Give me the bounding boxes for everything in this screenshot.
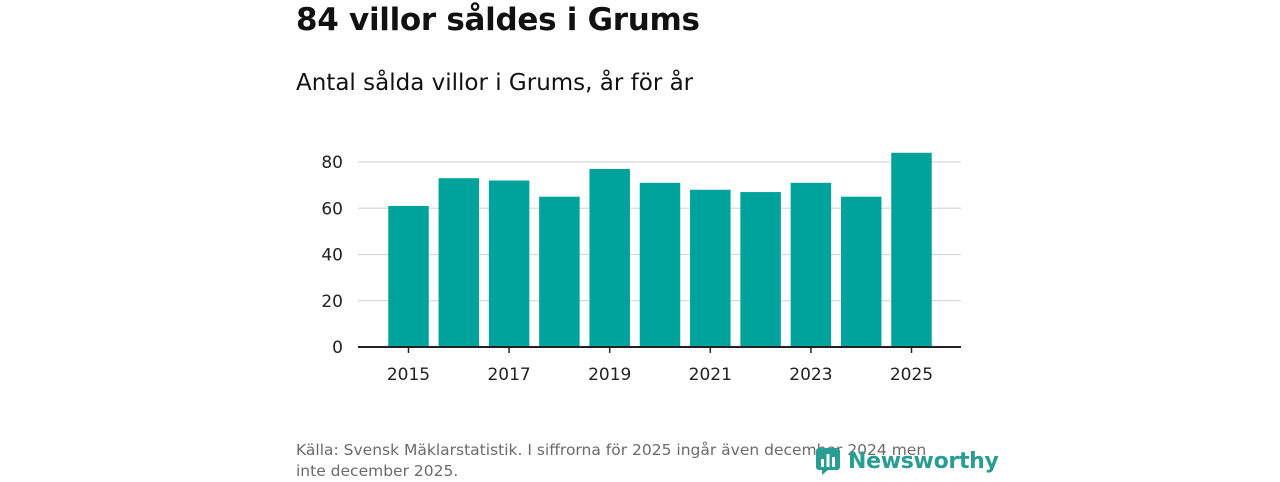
bar-2016	[438, 178, 480, 347]
x-tick-label: 2023	[789, 365, 832, 385]
bar-chart: 0 20 40 60 80 2015 2017 2019 2021 2023 2025	[321, 152, 961, 385]
bar-2025	[891, 152, 932, 347]
bar-2017	[488, 180, 530, 347]
y-tick-label: 60	[321, 199, 343, 219]
bar-2015	[388, 205, 429, 347]
x-tick-label: 2021	[689, 365, 732, 385]
source-note: Källa: Svensk Mäklarstatistik. I siffror…	[296, 441, 927, 480]
y-tick-label: 0	[332, 338, 343, 358]
bar-2024	[840, 196, 882, 347]
chart-title: 84 villor såldes i Grums	[296, 2, 700, 38]
y-tick-label: 20	[321, 292, 343, 312]
x-tick-label: 2015	[387, 365, 430, 385]
bar-2018	[539, 196, 580, 347]
newsworthy-logo[interactable]: Newsworthy	[814, 446, 999, 476]
newsworthy-logo-icon	[816, 448, 840, 475]
bar-2022	[740, 192, 781, 347]
x-tick-label: 2025	[890, 365, 933, 385]
newsworthy-logo-text: Newsworthy	[848, 448, 999, 474]
bar-2019	[589, 168, 630, 347]
y-tick-label: 80	[321, 153, 343, 173]
y-axis-labels: 0 20 40 60 80	[321, 153, 343, 358]
x-axis: 2015 2017 2019 2021 2023 2025	[358, 346, 961, 385]
chart-subtitle: Antal sålda villor i Grums, år för år	[296, 70, 694, 96]
bars	[388, 152, 932, 347]
bar-2023	[790, 182, 832, 347]
bar-2021	[690, 189, 731, 347]
bar-2020	[639, 182, 681, 347]
x-tick-label: 2019	[588, 365, 631, 385]
x-tick-label: 2017	[487, 365, 530, 385]
y-tick-label: 40	[321, 246, 343, 266]
